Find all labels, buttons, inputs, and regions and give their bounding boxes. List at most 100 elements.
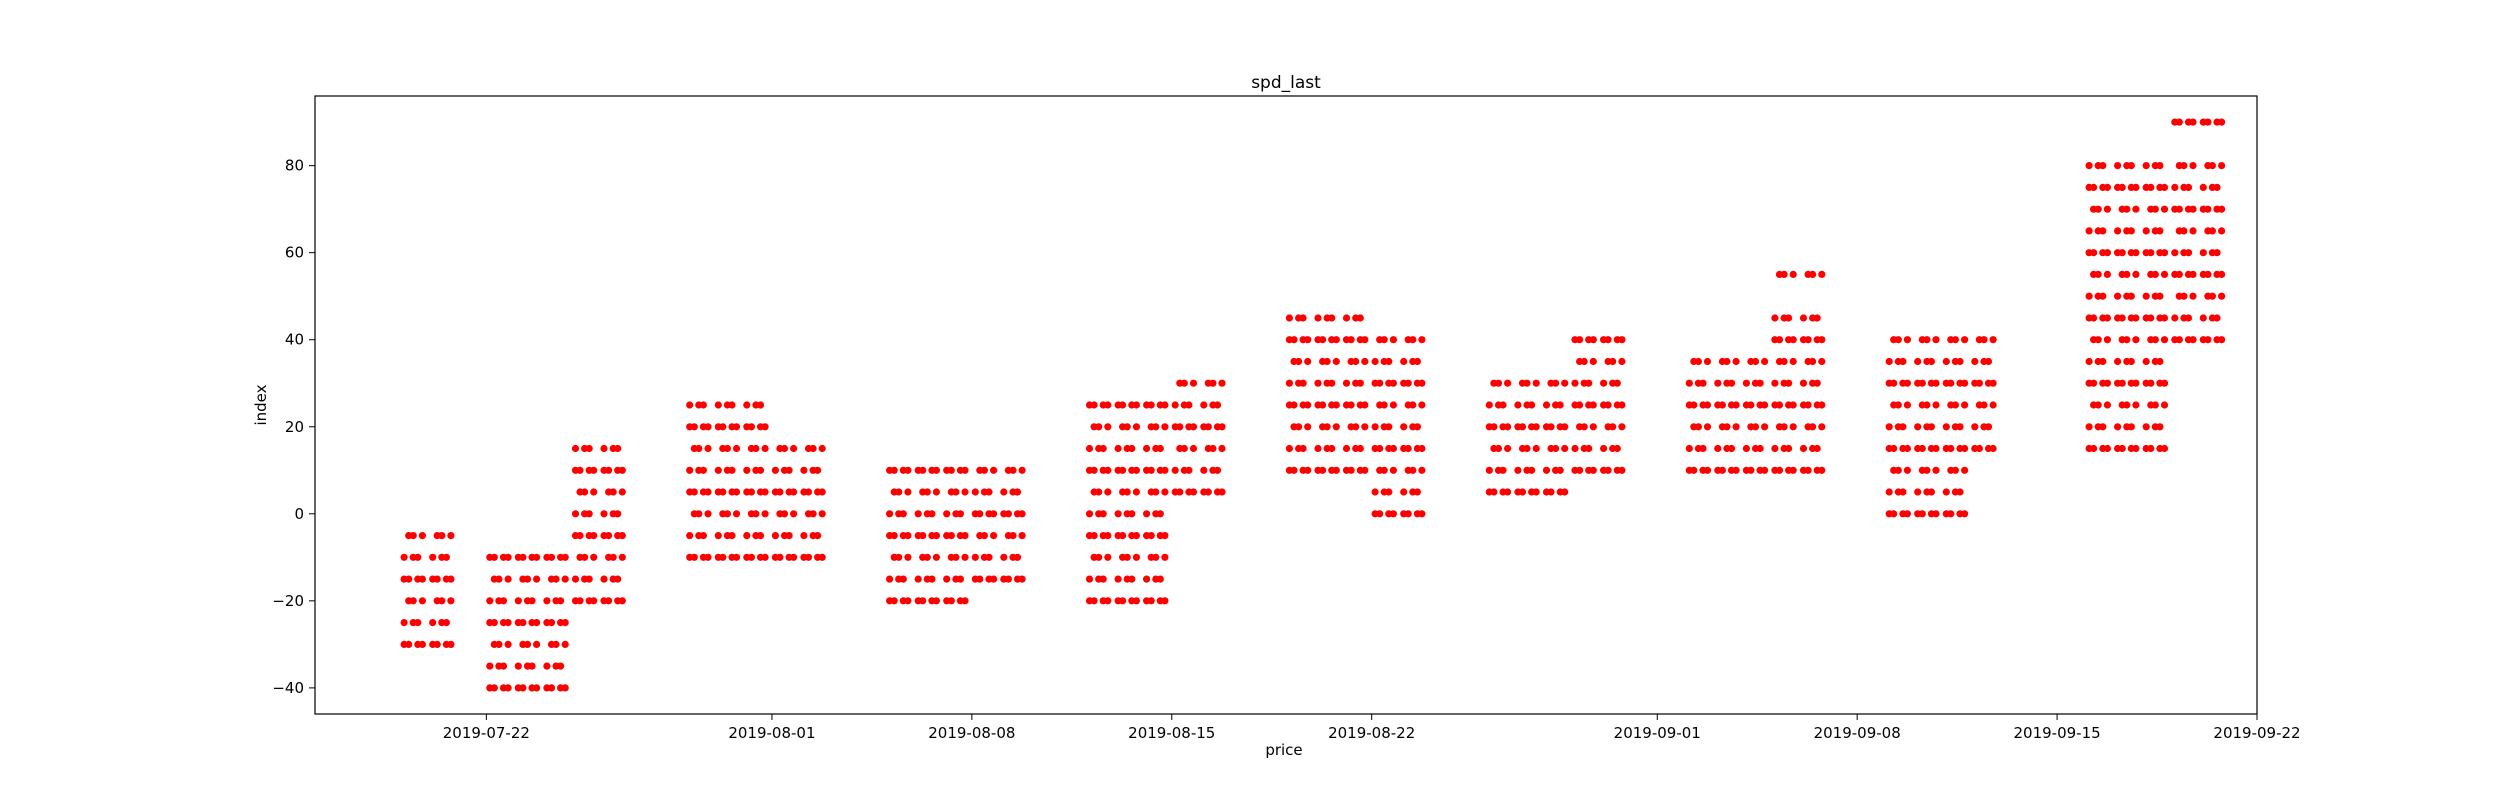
data-point bbox=[886, 575, 894, 583]
data-point bbox=[2204, 205, 2212, 213]
data-point bbox=[2103, 444, 2111, 453]
data-point bbox=[1956, 357, 1964, 366]
data-point bbox=[1585, 379, 1593, 387]
data-point bbox=[1789, 357, 1797, 366]
data-point bbox=[818, 444, 826, 453]
data-point bbox=[1342, 444, 1351, 453]
data-point bbox=[442, 553, 450, 561]
data-point bbox=[947, 466, 955, 474]
data-point bbox=[1685, 379, 1693, 387]
data-point bbox=[1918, 379, 1926, 387]
data-point bbox=[2189, 205, 2197, 213]
data-point bbox=[409, 597, 417, 605]
data-point bbox=[1980, 336, 1988, 344]
data-point bbox=[790, 488, 798, 496]
data-point bbox=[1552, 379, 1560, 387]
data-point bbox=[1927, 357, 1935, 366]
data-point bbox=[1409, 466, 1417, 474]
data-point bbox=[576, 597, 584, 605]
data-point bbox=[743, 532, 751, 540]
data-point bbox=[528, 597, 536, 605]
data-point bbox=[990, 532, 998, 540]
data-point bbox=[2142, 227, 2150, 235]
data-point bbox=[1818, 423, 1826, 431]
data-point bbox=[1818, 357, 1826, 366]
data-point bbox=[1799, 314, 1808, 322]
data-point bbox=[1799, 379, 1808, 387]
data-point bbox=[1761, 401, 1769, 409]
data-point bbox=[2208, 227, 2216, 235]
data-point bbox=[1143, 444, 1151, 453]
data-point bbox=[585, 444, 593, 453]
data-point bbox=[618, 466, 626, 474]
data-point bbox=[490, 553, 498, 561]
data-point bbox=[1813, 444, 1821, 453]
data-point bbox=[1213, 466, 1222, 474]
data-point bbox=[904, 597, 912, 605]
data-point bbox=[590, 532, 598, 540]
data-point bbox=[1328, 444, 1336, 453]
data-point bbox=[1775, 336, 1784, 344]
data-point bbox=[1295, 357, 1303, 366]
data-point bbox=[495, 640, 503, 649]
data-point bbox=[2180, 227, 2188, 235]
data-point bbox=[1123, 488, 1131, 496]
data-point bbox=[2114, 292, 2122, 300]
data-point bbox=[1171, 466, 1179, 474]
x-tick-label: 2019-08-08 bbox=[928, 724, 1015, 742]
data-point bbox=[723, 444, 732, 453]
data-point bbox=[1128, 575, 1136, 583]
data-point bbox=[2132, 249, 2140, 257]
data-point bbox=[486, 597, 494, 605]
data-point bbox=[785, 532, 793, 540]
data-point bbox=[719, 488, 727, 496]
data-point bbox=[1371, 423, 1379, 431]
data-point bbox=[2118, 444, 2126, 453]
data-point bbox=[2114, 162, 2122, 170]
data-point bbox=[1095, 553, 1103, 561]
data-point bbox=[932, 597, 941, 605]
data-point bbox=[1518, 488, 1527, 496]
data-point bbox=[1600, 444, 1608, 453]
data-point bbox=[1923, 401, 1931, 409]
data-point bbox=[895, 553, 903, 561]
data-point bbox=[1314, 379, 1322, 387]
data-point bbox=[1009, 466, 1017, 474]
data-point bbox=[1732, 423, 1740, 431]
data-point bbox=[956, 510, 965, 518]
data-point bbox=[704, 488, 712, 496]
data-point bbox=[1809, 270, 1817, 278]
data-point bbox=[1975, 379, 1983, 387]
data-point bbox=[1314, 314, 1322, 322]
data-point bbox=[923, 488, 931, 496]
data-point bbox=[533, 575, 541, 583]
data-point bbox=[890, 597, 898, 605]
data-point bbox=[1361, 401, 1369, 409]
data-point bbox=[1099, 575, 1107, 583]
data-point bbox=[1104, 532, 1112, 540]
data-point bbox=[581, 553, 589, 561]
y-tick-label: 60 bbox=[285, 244, 304, 262]
data-point bbox=[1413, 357, 1421, 366]
data-point bbox=[776, 488, 784, 496]
data-point bbox=[2175, 205, 2183, 213]
data-point bbox=[985, 553, 993, 561]
data-point bbox=[1400, 423, 1408, 431]
y-tick-label: −20 bbox=[272, 592, 304, 610]
data-point bbox=[790, 444, 798, 453]
data-point bbox=[600, 510, 608, 518]
data-point bbox=[1899, 423, 1907, 431]
data-point bbox=[561, 553, 569, 561]
data-point bbox=[1580, 357, 1588, 366]
data-point bbox=[1361, 466, 1369, 474]
data-point bbox=[2123, 401, 2131, 409]
data-point bbox=[447, 640, 455, 649]
data-point bbox=[1128, 444, 1136, 453]
data-point bbox=[1000, 488, 1008, 496]
data-point bbox=[1956, 488, 1964, 496]
data-point bbox=[704, 553, 712, 561]
data-point bbox=[686, 401, 694, 409]
data-point bbox=[1723, 357, 1731, 366]
y-axis-ticks: −40 −20 0 20 40 60 80 bbox=[272, 157, 315, 697]
data-point bbox=[1218, 379, 1226, 387]
